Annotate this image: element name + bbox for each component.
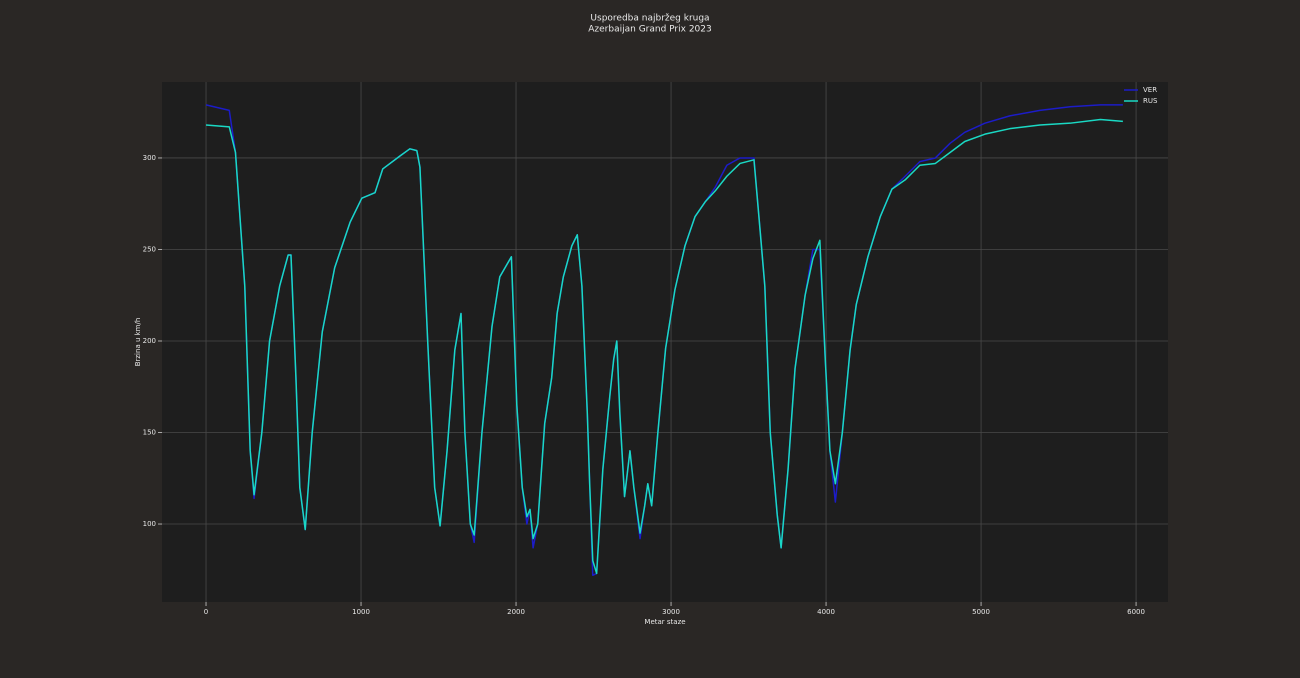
chart-subtitle: Azerbaijan Grand Prix 2023: [588, 25, 711, 35]
y-tick-label: 300: [143, 154, 156, 162]
x-tick-label: 4000: [817, 608, 835, 616]
y-tick-label: 150: [143, 429, 156, 437]
x-tick-label: 5000: [972, 608, 990, 616]
y-tick-label: 100: [143, 520, 156, 528]
x-axis-label: Metar staze: [644, 618, 685, 626]
y-tick-label: 250: [143, 245, 156, 253]
x-tick-label: 0: [204, 608, 208, 616]
y-tick-label: 200: [143, 337, 156, 345]
chart-title: Usporedba najbržeg kruga: [590, 14, 709, 24]
legend-label: VER: [1143, 86, 1157, 94]
x-tick-label: 6000: [1127, 608, 1145, 616]
y-axis-label: Brzina u km/h: [134, 318, 142, 367]
series-line: [205, 118, 1123, 575]
plot-area: [162, 82, 1168, 602]
legend-label: RUS: [1143, 97, 1158, 105]
x-tick-label: 3000: [662, 608, 680, 616]
x-tick-label: 2000: [507, 608, 525, 616]
x-tick-label: 1000: [352, 608, 370, 616]
